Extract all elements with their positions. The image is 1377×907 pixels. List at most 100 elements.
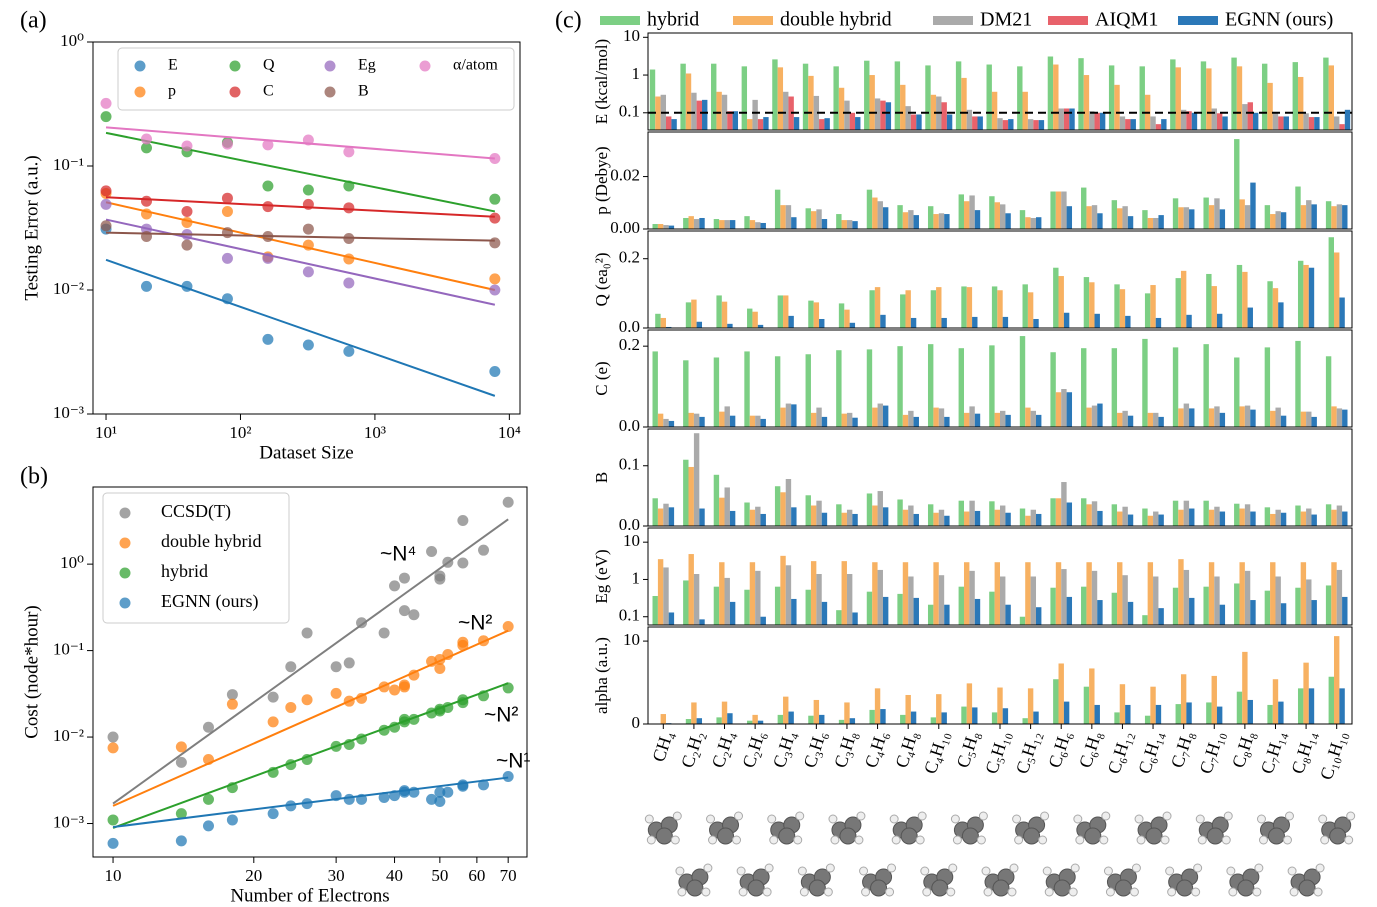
- bar: [1245, 504, 1250, 526]
- bar: [824, 118, 829, 130]
- bar: [1309, 268, 1314, 328]
- bar: [989, 345, 994, 427]
- bar: [711, 64, 716, 130]
- bar: [814, 302, 819, 328]
- bar: [969, 195, 974, 229]
- bar: [1326, 356, 1331, 427]
- bar: [1181, 674, 1186, 724]
- bar: [878, 491, 883, 526]
- bar: [989, 196, 994, 229]
- bar: [925, 65, 930, 130]
- bar: [663, 504, 668, 526]
- bar: [1278, 702, 1283, 724]
- bar: [822, 219, 827, 229]
- bar: [1311, 417, 1316, 427]
- bar: [783, 295, 788, 328]
- bar: [694, 574, 699, 625]
- bar: [1250, 600, 1255, 625]
- data-point: [101, 111, 112, 122]
- bar: [1131, 119, 1136, 130]
- bar: [1028, 119, 1033, 130]
- bar: [1231, 58, 1236, 130]
- bar: [1173, 347, 1178, 427]
- data-point: [457, 779, 468, 790]
- bar: [961, 78, 966, 130]
- bar: [895, 61, 900, 130]
- bar: [1064, 702, 1069, 724]
- molecule-hydrogen: [739, 888, 747, 896]
- bar: [967, 683, 972, 724]
- y-tick-label: 10⁻³: [53, 403, 84, 422]
- bar: [1100, 113, 1105, 130]
- molecule-hydrogen: [1288, 867, 1296, 875]
- y-axis-label: alpha (a.u.): [592, 637, 611, 714]
- bar: [1053, 679, 1058, 724]
- bar: [1275, 211, 1280, 229]
- bar: [653, 224, 658, 229]
- data-point: [489, 194, 500, 205]
- bar: [725, 406, 730, 427]
- data-point: [108, 814, 119, 825]
- bar: [716, 295, 721, 328]
- data-point: [399, 605, 410, 616]
- bar: [869, 710, 874, 724]
- bar: [1097, 213, 1102, 229]
- legend-swatch: [933, 16, 973, 25]
- bar: [811, 561, 816, 625]
- molecule-hydrogen: [1161, 836, 1169, 844]
- bar: [869, 290, 874, 328]
- bar: [1209, 562, 1214, 625]
- bar: [1078, 58, 1083, 130]
- bar: [914, 215, 919, 229]
- bar: [1214, 507, 1219, 526]
- bar: [867, 190, 872, 229]
- bar: [961, 707, 966, 724]
- molecule-atom: [1238, 880, 1254, 896]
- data-point: [489, 273, 500, 284]
- bar: [1158, 215, 1163, 229]
- bar: [806, 590, 811, 625]
- bar: [816, 408, 821, 427]
- bar: [1212, 286, 1217, 328]
- molecule-hydrogen: [707, 815, 715, 823]
- bar: [1153, 218, 1158, 229]
- bar: [1114, 284, 1119, 328]
- bar: [878, 404, 883, 427]
- bar: [719, 412, 724, 427]
- bar: [847, 413, 852, 427]
- bar: [1128, 216, 1133, 229]
- bar: [1117, 208, 1122, 229]
- bar: [903, 415, 908, 427]
- molecule-hydrogen: [923, 888, 931, 896]
- bar: [669, 507, 674, 526]
- bar: [1142, 509, 1147, 526]
- bar: [844, 310, 849, 328]
- bar: [1148, 413, 1153, 427]
- bar: [905, 695, 910, 724]
- molecule-hydrogen: [1257, 815, 1265, 823]
- y-tick-label: 0.1: [619, 455, 640, 474]
- bar: [1334, 636, 1339, 724]
- bar: [847, 574, 852, 625]
- bar: [1301, 205, 1306, 229]
- bar: [775, 486, 780, 526]
- bar: [941, 712, 946, 724]
- bar: [897, 499, 902, 526]
- bar: [928, 605, 933, 625]
- bar: [1020, 210, 1025, 229]
- bar: [1337, 204, 1342, 229]
- x-tick-label: 70: [500, 866, 517, 885]
- bar: [1326, 201, 1331, 229]
- molecule-hydrogen: [951, 815, 959, 823]
- bar: [1184, 404, 1189, 427]
- legend-label: AIQM1: [1095, 9, 1158, 31]
- bar: [775, 190, 780, 229]
- bar: [1206, 702, 1211, 724]
- bar: [1270, 514, 1275, 526]
- bar: [1128, 416, 1133, 427]
- data-point: [426, 546, 437, 557]
- legend-label: E: [168, 57, 178, 74]
- bar: [1212, 108, 1217, 130]
- molecule-hydrogen: [1045, 888, 1053, 896]
- bar: [714, 357, 719, 427]
